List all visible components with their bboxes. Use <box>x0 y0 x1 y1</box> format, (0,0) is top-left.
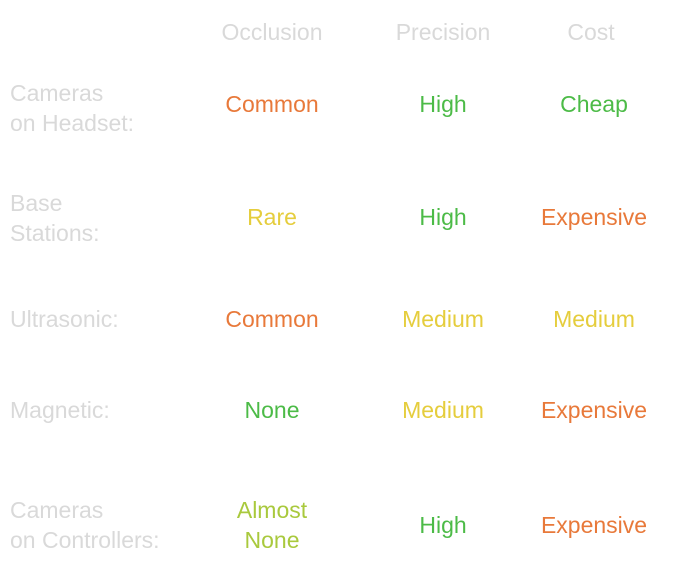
cell-occlusion: Almost None <box>236 497 308 553</box>
row-label: Ultrasonic: <box>10 306 119 332</box>
cell-cost: Expensive <box>540 512 648 538</box>
cell-occlusion: Common <box>225 306 319 332</box>
cell-precision: High <box>419 512 467 538</box>
header-occlusion: Occlusion <box>221 19 323 45</box>
cell-cost: Expensive <box>540 397 648 423</box>
row-label: Cameras on Headset: <box>10 80 135 136</box>
row-label: Magnetic: <box>10 397 110 423</box>
cell-occlusion: None <box>244 397 300 423</box>
header-cost: Cost <box>567 19 615 45</box>
header-precision: Precision <box>395 19 491 45</box>
cell-precision: Medium <box>402 306 484 332</box>
cell-precision: Medium <box>402 397 484 423</box>
cell-precision: High <box>419 91 467 117</box>
cell-cost: Medium <box>553 306 635 332</box>
cell-occlusion: Common <box>225 91 319 117</box>
row-label: Cameras on Controllers: <box>10 497 160 553</box>
row-label: Base Stations: <box>10 190 100 246</box>
cell-occlusion: Rare <box>247 204 297 230</box>
cell-cost: Expensive <box>540 204 648 230</box>
cell-cost: Cheap <box>560 91 628 117</box>
cell-precision: High <box>419 204 467 230</box>
